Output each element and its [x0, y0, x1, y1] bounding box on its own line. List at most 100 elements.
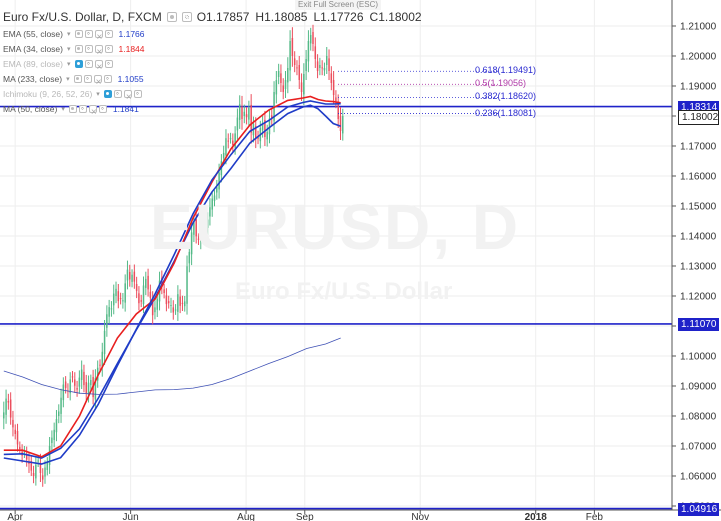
candle-body — [186, 266, 188, 304]
candle-body — [248, 107, 250, 120]
candle-body — [305, 59, 307, 71]
candle-body — [108, 307, 110, 317]
candle-body — [55, 419, 58, 433]
visibility-icon[interactable] — [74, 59, 83, 68]
chevron-down-icon[interactable]: ▾ — [67, 30, 71, 38]
settings-icon[interactable] — [133, 89, 142, 98]
visibility-icon[interactable] — [166, 12, 177, 22]
settings-icon[interactable] — [98, 104, 107, 113]
remove-icon[interactable] — [94, 44, 103, 53]
settings-icon[interactable] — [104, 44, 113, 53]
candle-body — [147, 275, 149, 290]
candle-body — [62, 384, 65, 401]
visibility-icon[interactable] — [74, 29, 83, 38]
candle-body — [328, 58, 330, 71]
study-row[interactable]: Ichimoku (9, 26, 52, 26) ▾ — [3, 86, 148, 101]
candle-body — [225, 138, 227, 156]
candle-body — [264, 119, 266, 137]
visibility-icon[interactable] — [103, 89, 112, 98]
candle-body — [254, 126, 257, 140]
candle-body — [296, 67, 298, 69]
candle-body — [216, 187, 218, 193]
settings-icon[interactable] — [78, 104, 87, 113]
candle-body — [245, 114, 248, 118]
settings-icon[interactable] — [84, 59, 93, 68]
remove-icon[interactable] — [94, 59, 103, 68]
candle-body — [161, 277, 163, 287]
study-name: Ichimoku (9, 26, 52, 26) — [3, 88, 93, 99]
candle-body — [9, 399, 12, 418]
candle-body — [200, 236, 202, 242]
candle-body — [51, 437, 53, 443]
candle-body — [119, 298, 122, 300]
settings-icon[interactable] — [84, 29, 93, 38]
candle-body — [172, 307, 175, 313]
remove-icon[interactable] — [94, 29, 103, 38]
candle-body — [131, 274, 133, 282]
candle-body — [14, 429, 16, 434]
candle-body — [58, 411, 60, 416]
study-name: MA (233, close) — [3, 73, 63, 84]
price-tick-label: 1.17000 — [680, 142, 717, 153]
chevron-down-icon[interactable]: ▾ — [61, 105, 65, 113]
study-controls — [74, 59, 113, 68]
candle-body — [140, 300, 142, 302]
candle-body — [167, 301, 170, 304]
fib-level-label: 0.382(1.18620) — [475, 91, 537, 102]
candle-body — [183, 301, 186, 307]
study-name: EMA (89, close) — [3, 58, 63, 69]
candle-body — [154, 307, 156, 313]
candle-body — [174, 309, 177, 311]
candle-body — [197, 238, 200, 240]
price-tick-label: 1.10000 — [680, 352, 717, 363]
price-tick-label: 1.08000 — [680, 412, 717, 423]
study-row[interactable]: EMA (34, close) ▾ 1.1844 — [3, 41, 148, 56]
settings-icon[interactable] — [113, 89, 122, 98]
candle-body — [266, 131, 268, 140]
chevron-down-icon[interactable]: ▾ — [67, 45, 71, 53]
settings-icon[interactable] — [181, 12, 192, 22]
candle-body — [218, 172, 220, 190]
study-row[interactable]: EMA (55, close) ▾ 1.1766 — [3, 26, 148, 41]
chevron-down-icon[interactable]: ▾ — [67, 60, 71, 68]
candle-body — [229, 138, 232, 140]
remove-icon[interactable] — [93, 74, 102, 83]
price-tick-label: 1.16000 — [680, 172, 717, 183]
candle-body — [261, 122, 264, 131]
settings-icon[interactable] — [104, 29, 113, 38]
candle-body — [307, 41, 310, 62]
high-value: H1.18085 — [255, 10, 308, 24]
price-tick-label: 1.09000 — [680, 382, 717, 393]
settings-icon[interactable] — [83, 74, 92, 83]
study-row[interactable]: MA (50, close)▾ 1.1841 — [3, 101, 148, 116]
study-row[interactable]: EMA (89, close) ▾ — [3, 56, 148, 71]
candle-body — [250, 104, 252, 133]
candle-body — [19, 446, 21, 449]
visibility-icon[interactable] — [74, 44, 83, 53]
settings-icon[interactable] — [84, 44, 93, 53]
candle-body — [35, 464, 37, 479]
remove-icon[interactable] — [123, 89, 132, 98]
exit-fullscreen-button[interactable]: Exit Full Screen (ESC) — [295, 0, 382, 10]
candle-body — [30, 461, 33, 471]
candle-body — [7, 401, 10, 403]
study-name: EMA (34, close) — [3, 43, 63, 54]
candle-body — [39, 462, 42, 473]
visibility-icon[interactable] — [68, 104, 77, 113]
chevron-down-icon[interactable]: ▾ — [96, 90, 100, 98]
candle-body — [179, 296, 181, 306]
grid — [0, 0, 672, 510]
remove-icon[interactable] — [88, 104, 97, 113]
candle-body — [227, 140, 230, 142]
study-row[interactable]: MA (233, close)▾ 1.1055 — [3, 71, 148, 86]
chevron-down-icon[interactable]: ▾ — [66, 75, 70, 83]
settings-icon[interactable] — [104, 59, 113, 68]
price-tick-label: 1.14000 — [680, 232, 717, 243]
candle-body — [316, 61, 319, 71]
watermark-symbol: EURUSD, D — [150, 191, 521, 263]
candle-body — [85, 382, 87, 393]
settings-icon[interactable] — [103, 74, 112, 83]
price-axis-bg — [672, 0, 721, 521]
candle-body — [165, 295, 168, 305]
visibility-icon[interactable] — [73, 74, 82, 83]
